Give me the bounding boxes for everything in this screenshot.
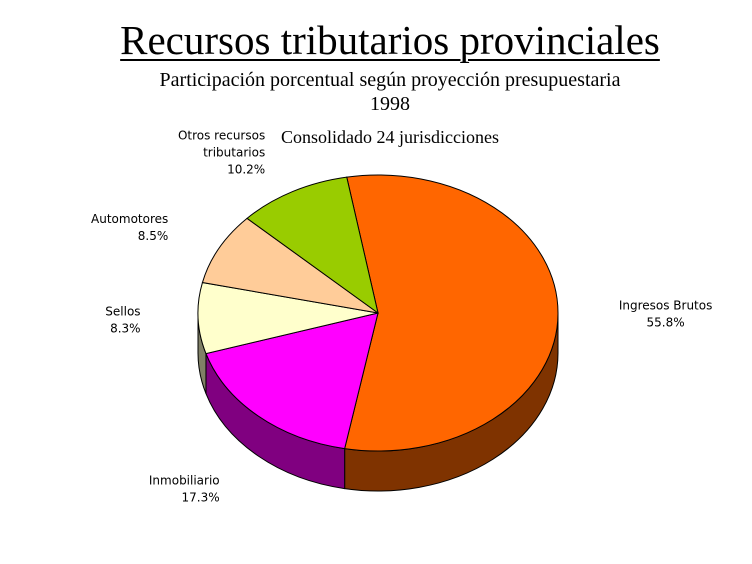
pie-slice-ingresos-brutos (344, 174, 559, 452)
pie-category-label: Ingresos Brutos (619, 299, 713, 313)
pie-category-label: Automotores (91, 212, 168, 226)
pie-value-label: 8.5% (138, 229, 169, 243)
pie-category-label: Otros recursos (178, 129, 265, 143)
pie-value-label: 8.3% (110, 321, 141, 335)
pie-label-ingresos-brutos: Ingresos Brutos 55.8% (619, 299, 713, 330)
pie-slice-automotores (201, 217, 379, 314)
subtitle-line-2: 1998 (370, 93, 410, 115)
pie-label-otros-recursos-tributarios: Otros recursos tributarios 10.2% (178, 129, 265, 177)
pie-slice-otros-recursos-tributarios (246, 176, 379, 315)
pie-value-label: 10.2% (227, 163, 265, 177)
pie-category-label: tributarios (203, 146, 265, 160)
pie-category-label: Sellos (105, 304, 140, 318)
pie-label-automotores: Automotores 8.5% (91, 212, 168, 243)
subtitle-line-1: Participación porcentual según proyecció… (159, 69, 621, 91)
pie-category-label: Inmobiliario (149, 473, 220, 487)
pie-value-label: 55.8% (647, 316, 685, 330)
pie-slice-inmobiliario (205, 312, 379, 450)
pie-value-label: 17.3% (182, 490, 220, 504)
chart-subtitle: Participación porcentual según proyecció… (0, 68, 752, 116)
pie-label-inmobiliario: Inmobiliario 17.3% (149, 473, 220, 504)
pie-slice-sellos (197, 281, 379, 355)
chart-title: Recursos tributarios provinciales (120, 17, 660, 63)
pie-label-sellos: Sellos 8.3% (105, 304, 140, 335)
chart-note: Consolidado 24 jurisdicciones (281, 127, 499, 147)
